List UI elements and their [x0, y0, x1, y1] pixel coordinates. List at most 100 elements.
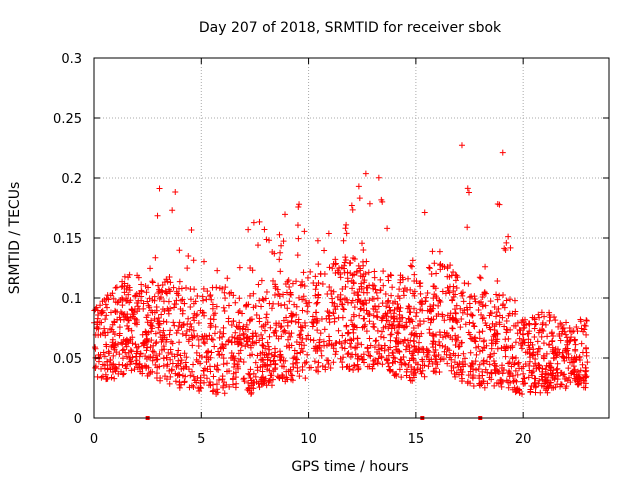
data-point — [306, 299, 313, 306]
data-point — [164, 305, 171, 312]
data-point — [200, 285, 207, 292]
data-point — [246, 292, 253, 299]
data-point — [175, 327, 182, 334]
data-point — [530, 368, 537, 375]
data-point — [526, 344, 533, 351]
data-point — [158, 311, 165, 318]
data-point — [241, 375, 248, 382]
data-point — [396, 295, 403, 302]
data-point — [446, 273, 453, 280]
data-point — [143, 347, 150, 354]
data-point — [532, 389, 539, 396]
data-point — [370, 305, 377, 312]
data-point — [291, 347, 298, 354]
data-point — [200, 339, 207, 346]
data-point — [304, 308, 311, 315]
data-point — [184, 265, 191, 272]
data-point — [452, 373, 459, 380]
data-point — [136, 353, 143, 360]
data-point — [230, 353, 237, 360]
data-point — [276, 353, 283, 360]
data-point — [452, 310, 459, 317]
data-point — [548, 330, 555, 337]
data-point — [136, 290, 143, 297]
data-point — [99, 330, 106, 337]
data-point — [171, 300, 178, 307]
data-point — [459, 309, 466, 316]
data-point — [138, 281, 145, 288]
data-point — [464, 306, 471, 313]
data-point — [92, 306, 99, 313]
data-point — [312, 347, 319, 354]
data-point — [545, 371, 552, 378]
data-point — [563, 348, 570, 355]
data-point — [313, 282, 320, 289]
data-point — [332, 256, 339, 263]
data-point — [237, 347, 244, 354]
data-point — [505, 384, 512, 391]
data-point — [144, 298, 151, 305]
data-point — [413, 309, 420, 316]
data-point — [377, 276, 384, 283]
data-point — [409, 257, 416, 264]
data-point — [424, 289, 431, 296]
data-point — [316, 336, 323, 343]
data-point — [95, 325, 102, 332]
data-point — [123, 338, 130, 345]
data-point — [431, 260, 438, 267]
data-point — [499, 370, 506, 377]
data-point — [104, 358, 111, 365]
data-point — [185, 315, 192, 322]
data-point — [472, 338, 479, 345]
data-point — [163, 376, 170, 383]
data-point — [282, 357, 289, 364]
data-point — [329, 295, 336, 302]
data-point — [262, 295, 269, 302]
data-point — [156, 295, 163, 302]
data-point — [160, 318, 167, 325]
data-point — [501, 304, 508, 311]
data-point — [538, 309, 545, 316]
data-point — [501, 343, 508, 350]
data-point — [306, 364, 313, 371]
data-point — [455, 364, 462, 371]
data-point — [280, 317, 287, 324]
data-point — [214, 386, 221, 393]
data-point — [514, 319, 521, 326]
data-point — [483, 358, 490, 365]
data-point — [480, 315, 487, 322]
data-point — [476, 361, 483, 368]
data-point — [405, 341, 412, 348]
data-point — [132, 292, 139, 299]
data-point — [394, 329, 401, 336]
data-point — [479, 368, 486, 375]
data-point — [433, 270, 440, 277]
data-point — [236, 295, 243, 302]
data-point — [505, 335, 512, 342]
data-point — [409, 318, 416, 325]
data-point — [476, 348, 483, 355]
data-point — [466, 189, 473, 196]
data-point — [264, 354, 271, 361]
data-point — [478, 379, 485, 386]
data-point — [393, 373, 400, 380]
data-point — [343, 230, 350, 237]
data-point — [417, 321, 424, 328]
data-point — [571, 369, 578, 376]
data-point — [119, 283, 126, 290]
data-point — [165, 310, 172, 317]
data-point — [439, 334, 446, 341]
data-point — [557, 369, 564, 376]
data-point — [419, 307, 426, 314]
data-point — [253, 312, 260, 319]
data-point — [255, 242, 262, 249]
data-point — [397, 356, 404, 363]
data-point — [315, 359, 322, 366]
data-point — [518, 365, 525, 372]
data-point — [401, 324, 408, 331]
data-point — [326, 333, 333, 340]
data-point — [361, 279, 368, 286]
data-point — [464, 224, 471, 231]
data-point — [503, 329, 510, 336]
data-point — [295, 203, 302, 210]
